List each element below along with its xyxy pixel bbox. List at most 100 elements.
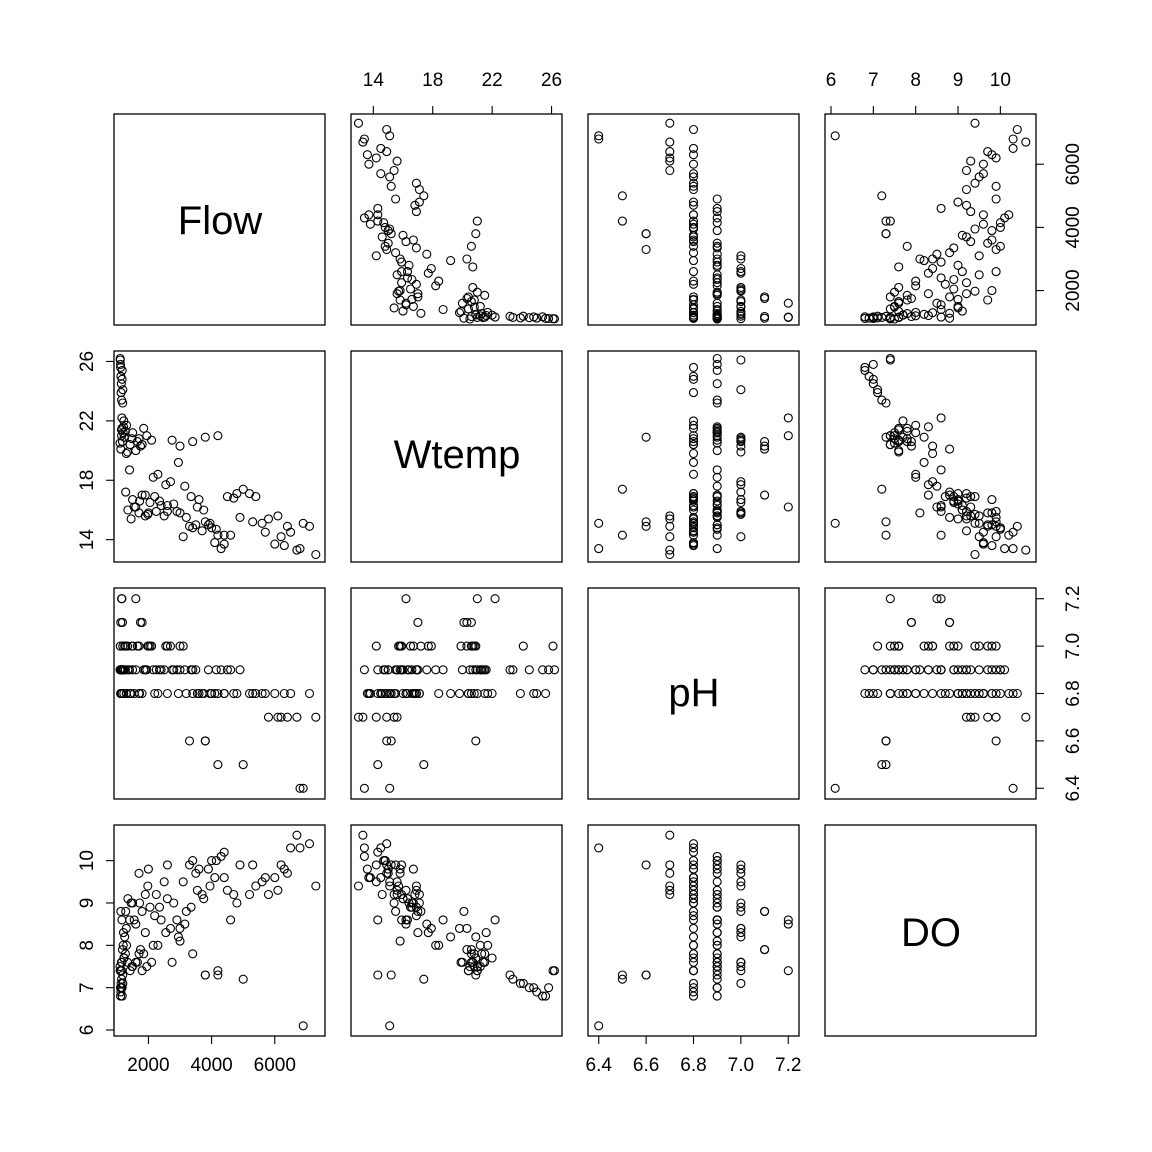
point-do-flow [292, 830, 302, 840]
tick-label-wtemp: 14 [77, 529, 98, 551]
point-ph-wtemp [431, 665, 441, 675]
point-ph-flow [232, 688, 242, 699]
tick-label-do: 9 [77, 898, 98, 909]
point-do-flow [295, 843, 305, 853]
point-ph-wtemp [480, 688, 490, 699]
point-wtemp-ph [736, 385, 746, 395]
point-do-ph [688, 953, 699, 963]
point-wtemp-flow [203, 520, 213, 530]
points-layer [115, 118, 1031, 1031]
point-flow-ph [760, 313, 770, 323]
point-flow-wtemp [438, 304, 448, 315]
point-flow-ph [688, 124, 699, 135]
point-flow-wtemp [359, 134, 369, 144]
point-do-wtemp [475, 940, 485, 950]
point-ph-wtemp [529, 688, 539, 699]
point-do-ph [594, 843, 604, 853]
point-flow-ph [688, 150, 699, 160]
point-flow-wtemp [389, 165, 399, 176]
point-do-ph [688, 983, 699, 993]
point-ph-wtemp [466, 641, 476, 651]
point-ph-flow [229, 688, 239, 699]
point-wtemp-flow [229, 493, 239, 503]
point-ph-flow [216, 665, 226, 675]
point-wtemp-ph [712, 472, 722, 482]
point-ph-wtemp [373, 688, 383, 699]
point-wtemp-ph [736, 437, 746, 447]
point-flow-wtemp [407, 274, 417, 285]
point-flow-wtemp [391, 248, 401, 258]
point-flow-ph [641, 244, 651, 255]
panel-flow-vs-do [824, 113, 1037, 326]
point-do-flow [122, 940, 132, 950]
point-ph-flow [115, 641, 125, 651]
point-flow-ph [712, 203, 722, 213]
point-do-wtemp [480, 949, 490, 959]
point-do-flow [181, 906, 191, 916]
point-ph-wtemp [416, 641, 426, 651]
point-do-flow [137, 966, 147, 976]
tick-label-flow: 4000 [190, 1055, 232, 1076]
point-flow-wtemp [462, 254, 472, 264]
point-ph-do [889, 641, 900, 651]
point-do-ph [665, 885, 675, 895]
point-do-flow [298, 1021, 308, 1031]
point-do-ph [688, 932, 699, 942]
point-flow-do [974, 270, 984, 280]
point-wtemp-do [902, 426, 912, 436]
point-flow-wtemp [364, 210, 374, 220]
point-ph-flow [279, 688, 289, 699]
point-ph-flow [251, 688, 261, 699]
point-flow-ph [688, 307, 699, 317]
point-flow-do [932, 249, 942, 259]
point-do-flow [235, 860, 245, 870]
point-ph-wtemp [532, 688, 542, 699]
point-wtemp-do [961, 526, 972, 536]
point-do-flow [251, 881, 261, 891]
point-wtemp-ph [712, 432, 722, 442]
point-do-flow [184, 860, 195, 870]
point-flow-do [940, 279, 950, 289]
point-flow-ph [688, 230, 699, 240]
point-wtemp-do [868, 374, 878, 384]
point-flow-wtemp [466, 241, 476, 251]
tick-label-do: 8 [77, 940, 98, 951]
point-ph-wtemp [481, 665, 491, 675]
tick-label-wtemp: 14 [363, 70, 385, 91]
point-ph-do [936, 594, 946, 604]
point-ph-flow [273, 712, 283, 722]
point-do-flow [186, 902, 196, 912]
point-ph-do [966, 712, 976, 722]
point-ph-flow [298, 783, 308, 793]
point-flow-ph [712, 262, 722, 272]
point-flow-ph [712, 274, 722, 285]
point-wtemp-do [987, 541, 997, 551]
point-ph-wtemp [389, 712, 399, 722]
point-do-wtemp [411, 881, 421, 891]
point-wtemp-flow [169, 499, 179, 509]
point-flow-do [957, 267, 967, 277]
point-wtemp-do [902, 423, 912, 433]
point-flow-do [923, 268, 933, 278]
point-do-flow [131, 919, 141, 929]
point-ph-do [873, 688, 883, 699]
point-ph-wtemp [423, 641, 433, 651]
point-wtemp-flow [238, 484, 248, 494]
point-wtemp-flow [148, 472, 158, 482]
point-flow-do [923, 310, 933, 321]
point-wtemp-flow [244, 489, 255, 499]
point-ph-flow [180, 665, 190, 675]
point-ph-wtemp [385, 783, 395, 793]
point-ph-flow [127, 641, 137, 651]
point-do-ph [712, 877, 722, 887]
point-flow-wtemp [377, 232, 387, 242]
point-do-wtemp [505, 970, 515, 980]
tick-label-wtemp: 22 [77, 410, 98, 431]
point-wtemp-do [978, 527, 988, 537]
point-ph-flow [304, 688, 315, 699]
point-ph-flow [270, 688, 280, 699]
point-ph-flow [311, 712, 321, 722]
panel-wtemp-vs-do [824, 350, 1037, 563]
point-do-flow [147, 957, 157, 967]
point-ph-wtemp [426, 641, 436, 651]
